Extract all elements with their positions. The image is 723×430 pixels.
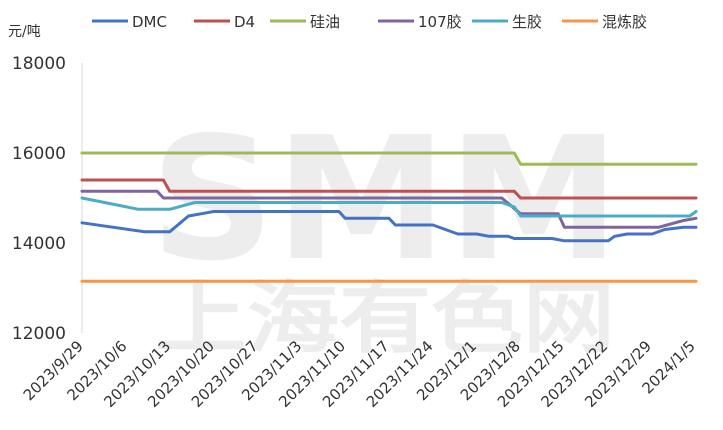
series-line bbox=[80, 178, 698, 200]
y-tick-labels: 12000 14000 16000 18000 bbox=[12, 54, 66, 344]
y-tick-label: 16000 bbox=[12, 144, 66, 164]
legend-label: D4 bbox=[234, 13, 255, 31]
series-line bbox=[80, 151, 698, 166]
series-line bbox=[80, 196, 698, 218]
series-group bbox=[80, 151, 698, 283]
legend-label: 生胶 bbox=[512, 13, 542, 31]
y-tick-label: 18000 bbox=[12, 54, 66, 74]
legend-label: DMC bbox=[132, 13, 167, 31]
legend-label: 混炼胶 bbox=[602, 13, 647, 31]
y-tick-label: 12000 bbox=[12, 324, 66, 344]
series-line bbox=[80, 189, 698, 229]
watermark: SMM 上海有色网 bbox=[150, 101, 620, 364]
y-unit-label: 元/吨 bbox=[8, 24, 41, 40]
watermark-text: 上海有色网 bbox=[155, 274, 615, 364]
legend: DMC D4 硅油 107胶 生胶 混炼胶 bbox=[92, 13, 647, 31]
legend-label: 硅油 bbox=[310, 13, 340, 31]
y-tick-label: 14000 bbox=[12, 234, 66, 254]
watermark-logo: SMM bbox=[150, 101, 620, 299]
legend-label: 107胶 bbox=[418, 13, 462, 31]
series-line bbox=[80, 210, 698, 243]
